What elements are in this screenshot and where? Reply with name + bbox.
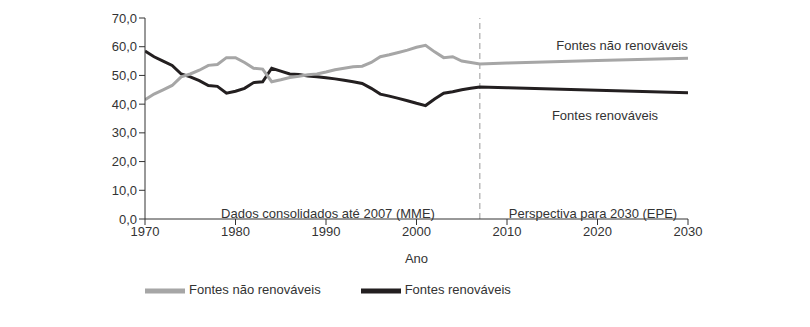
svg-text:10,0: 10,0	[112, 183, 137, 198]
html-text:Fontes renováveis: Fontes renováveis	[551, 107, 659, 123]
svg-text:Ano: Ano	[405, 251, 428, 266]
svg-text:1980: 1980	[221, 224, 250, 239]
html-text:Fontes renováveis: Fontes renováveis	[404, 282, 511, 298]
svg-text:20,0: 20,0	[112, 154, 137, 169]
svg-text:1990: 1990	[312, 224, 341, 239]
svg-text:40,0: 40,0	[112, 97, 137, 112]
html-text:Perspectiva para 2030 (EPE): Perspectiva para 2030 (EPE)	[508, 205, 678, 221]
svg-text:1970: 1970	[130, 224, 160, 240]
html-text:Fontes não renováveis: Fontes não renováveis	[189, 282, 321, 298]
svg-text:2030: 2030	[674, 224, 703, 239]
svg-text:70,0: 70,0	[112, 11, 137, 26]
svg-text:2020: 2020	[583, 224, 612, 239]
html-text:Fontes não renováveis: Fontes não renováveis	[556, 37, 688, 53]
svg-text:50,0: 50,0	[112, 68, 137, 83]
html-text:Dados consolidados até 2007 (M: Dados consolidados até 2007 (MME)	[221, 205, 435, 221]
svg-text:2000: 2000	[402, 224, 431, 239]
svg-text:30,0: 30,0	[112, 125, 137, 140]
svg-text:0,0: 0,0	[119, 212, 137, 227]
svg-text:60,0: 60,0	[112, 39, 137, 54]
svg-text:2010: 2010	[493, 224, 522, 239]
